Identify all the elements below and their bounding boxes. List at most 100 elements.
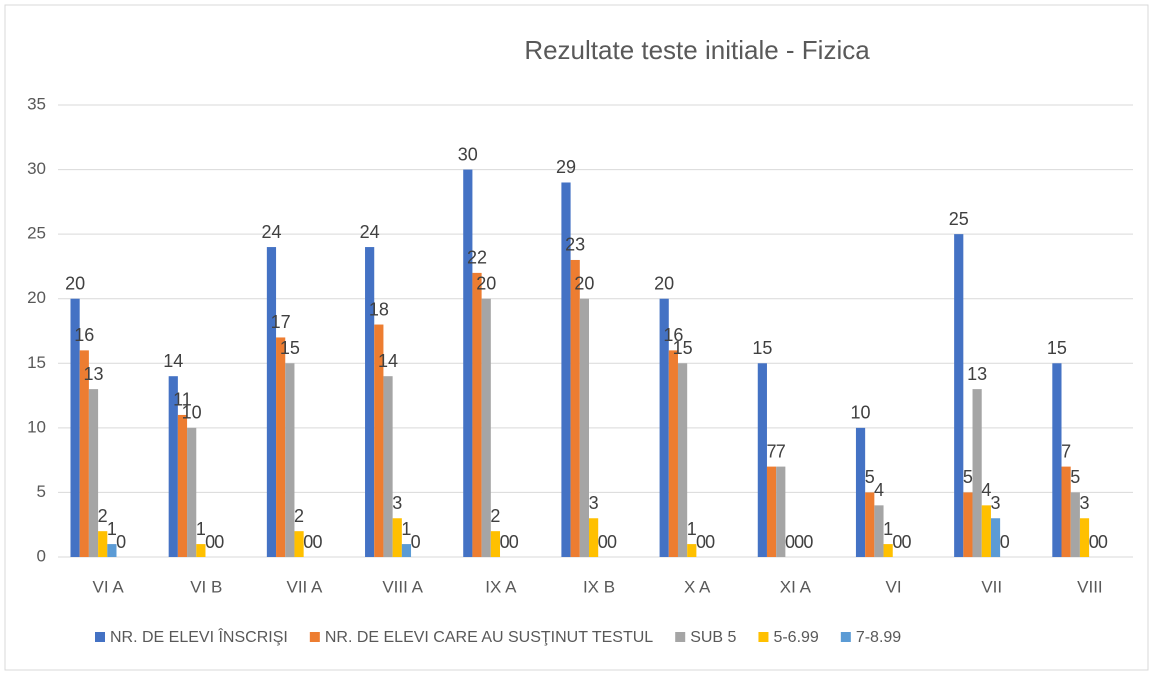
data-label: 15: [673, 338, 693, 358]
bar: [1079, 518, 1090, 557]
legend-label: 7-8.99: [856, 629, 901, 646]
data-label: 3: [991, 493, 1001, 513]
bar: [1061, 466, 1071, 557]
bar: [266, 247, 277, 558]
data-label: 1: [401, 519, 411, 539]
data-label: 30: [458, 144, 478, 164]
legend-label: NR. DE ELEVI CARE AU SUSŢINUT TESTUL: [325, 629, 653, 646]
bar: [677, 363, 688, 557]
x-tick-label: VIII A: [382, 577, 423, 596]
data-label: 15: [280, 338, 300, 358]
legend-swatch: [309, 632, 320, 642]
data-label: 0: [794, 532, 804, 552]
bar: [963, 492, 973, 557]
bar: [855, 427, 866, 557]
data-label: 1: [883, 519, 893, 539]
y-tick-label: 15: [27, 353, 46, 372]
y-tick-label: 25: [27, 224, 46, 243]
data-label: 0: [509, 532, 519, 552]
data-label: 10: [851, 403, 871, 423]
data-label: 16: [663, 325, 683, 345]
data-label: 29: [556, 157, 576, 177]
bar: [365, 247, 375, 558]
data-label: 0: [500, 532, 510, 552]
data-label: 5: [963, 467, 973, 487]
bar: [463, 169, 473, 558]
x-tick-label: VI A: [92, 577, 124, 596]
data-label: 4: [981, 480, 991, 500]
bar: [285, 363, 295, 557]
data-label: 22: [467, 248, 487, 268]
legend-label: 5-6.99: [773, 629, 818, 646]
y-tick-label: 0: [37, 546, 46, 565]
data-label: 14: [163, 351, 183, 371]
chart-title: Rezultate teste initiale - Fizica: [524, 35, 870, 65]
bar: [168, 376, 178, 557]
data-label: 13: [967, 364, 987, 384]
data-label: 5: [865, 467, 875, 487]
data-label: 0: [705, 532, 715, 552]
bar: [981, 505, 991, 557]
bar: [659, 298, 669, 557]
data-label: 7: [776, 441, 786, 461]
data-label: 0: [892, 532, 902, 552]
data-label: 0: [1000, 532, 1010, 552]
data-label: 5: [1070, 467, 1080, 487]
legend-label: NR. DE ELEVI ÎNSCRIŞI: [110, 627, 288, 646]
data-label: 24: [261, 222, 281, 242]
data-label: 20: [574, 273, 594, 293]
bar: [79, 350, 89, 557]
bar: [776, 466, 786, 557]
data-label: 3: [1080, 493, 1090, 513]
data-label: 18: [369, 299, 389, 319]
y-tick-label: 5: [37, 482, 46, 501]
x-tick-label: IX A: [485, 577, 517, 596]
data-label: 15: [752, 338, 772, 358]
data-label: 3: [589, 493, 599, 513]
data-label: 17: [271, 312, 291, 332]
data-label: 1: [687, 519, 697, 539]
data-label: 2: [294, 506, 304, 526]
bar: [1052, 363, 1062, 557]
bar: [766, 466, 777, 557]
legend-label: SUB 5: [690, 629, 736, 646]
data-label: 10: [182, 403, 202, 423]
x-tick-label: VII A: [286, 577, 323, 596]
data-label: 4: [874, 480, 884, 500]
data-label: 0: [312, 532, 322, 552]
bar: [561, 182, 571, 557]
data-label: 0: [205, 532, 215, 552]
data-label: 0: [303, 532, 313, 552]
legend-swatch: [675, 632, 686, 642]
data-label: 0: [598, 532, 608, 552]
data-label: 11: [173, 390, 192, 410]
data-label: 0: [785, 532, 795, 552]
data-label: 16: [74, 325, 94, 345]
bar: [874, 505, 884, 557]
data-label: 20: [476, 273, 496, 293]
bar: [972, 389, 982, 557]
bar: [481, 298, 491, 557]
data-label: 2: [490, 506, 500, 526]
data-label: 0: [607, 532, 617, 552]
bar: [490, 531, 501, 557]
bar: [383, 376, 393, 557]
data-label: 0: [696, 532, 706, 552]
y-tick-label: 30: [27, 159, 46, 178]
data-label: 13: [83, 364, 103, 384]
bar: [1070, 492, 1080, 557]
legend-swatch: [758, 632, 769, 642]
data-label: 23: [565, 235, 585, 255]
x-tick-label: X A: [684, 577, 711, 596]
data-label: 0: [803, 532, 813, 552]
data-label: 0: [214, 532, 224, 552]
bar: [865, 492, 875, 557]
bar: [276, 337, 286, 557]
bar: [570, 259, 580, 557]
bar: [589, 518, 599, 557]
data-label: 7: [767, 441, 777, 461]
bar: [107, 544, 117, 557]
bar: [954, 234, 964, 557]
data-label: 20: [654, 273, 674, 293]
data-label: 20: [65, 273, 85, 293]
